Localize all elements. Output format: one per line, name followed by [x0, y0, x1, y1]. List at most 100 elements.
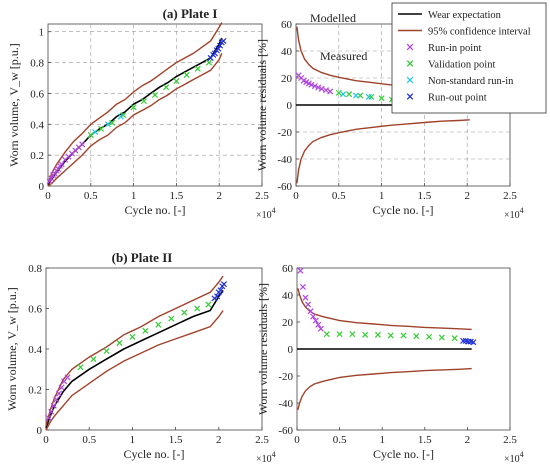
data-point: [317, 325, 324, 332]
x-tick-label: 1: [131, 190, 137, 202]
chart-bottom-right: 0 0.5 1 1.5 2 2.5 -60 -40 -20 0 20 40 60 Cycle no. [-…: [256, 263, 524, 465]
y-axis-label: Worn volume, V_w [p.u.]: [5, 287, 19, 410]
data-point: [465, 338, 472, 345]
y-tick-label: 0.2: [30, 150, 44, 162]
chart-top-right: 0 0.5 1 1.5 2 2.5 -60 -40 -20 0 20 40 60 Cycle no. [-…: [255, 19, 524, 221]
data-point: [365, 93, 372, 100]
data-point: [55, 166, 62, 173]
data-point: [470, 339, 477, 346]
x-axis-label: Cycle no. [-]: [124, 447, 185, 461]
data-point: [336, 331, 343, 338]
x-tick-label: 2.5: [503, 190, 517, 202]
data-point: [305, 301, 312, 308]
data-point: [387, 332, 394, 339]
data-point: [45, 414, 52, 421]
y-tick-label: 0.8: [30, 58, 44, 70]
y-tick-label: 0: [287, 100, 293, 112]
data-point: [315, 321, 322, 328]
data-point: [48, 408, 55, 415]
data-point: [55, 390, 62, 397]
data-point: [346, 91, 353, 98]
data-point: [322, 87, 329, 94]
data-point: [64, 374, 71, 381]
legend-label: Wear expectation: [428, 10, 502, 21]
y-tick-label: 0.4: [28, 344, 42, 356]
x-tick-label: 2: [216, 190, 222, 202]
x-multiplier: ×104: [256, 450, 276, 465]
y-tick-label: 1: [39, 27, 45, 39]
legend-label: Non-standard run-in: [428, 76, 514, 87]
x-axis-label: Cycle no. [-]: [125, 203, 186, 217]
data-point: [90, 356, 97, 363]
x-multiplier: ×104: [256, 206, 276, 221]
data-point: [129, 333, 136, 340]
data-point: [323, 331, 330, 338]
data-point: [194, 305, 201, 312]
series-line-expectation: [45, 289, 224, 429]
data-point: [58, 161, 65, 168]
data-point: [352, 92, 359, 99]
legend-marker-swatch: [406, 93, 414, 100]
data-point: [460, 337, 467, 344]
x-tick-label: 2.5: [503, 434, 517, 446]
data-point: [48, 175, 55, 182]
x-tick-label: 1.5: [418, 190, 432, 202]
x-tick-label: 1: [379, 190, 385, 202]
x-tick-label: 2: [216, 434, 222, 446]
data-point: [51, 170, 58, 177]
data-point: [92, 128, 99, 136]
data-point: [362, 331, 369, 338]
x-tick-label: 1.5: [169, 434, 183, 446]
x-tick-label: 2: [464, 190, 470, 202]
legend-label: Validation point: [428, 60, 495, 71]
x-tick-label: 0.5: [332, 190, 346, 202]
data-point: [312, 317, 319, 324]
x-tick-label: 1: [379, 434, 385, 446]
x-multiplier-exponent: 4: [272, 206, 276, 215]
data-point: [215, 45, 222, 52]
data-point: [315, 84, 322, 91]
series-line-ci_lower: [297, 367, 472, 410]
y-axis-label: Worn volume residuals [%]: [256, 283, 270, 415]
data-point: [311, 83, 318, 90]
data-point: [79, 141, 86, 148]
data-point: [205, 301, 212, 308]
data-point: [211, 50, 218, 57]
y-tick-label: -60: [278, 425, 293, 437]
y-tick-label: 40: [281, 46, 293, 58]
data-point: [310, 313, 317, 320]
data-point: [130, 104, 137, 111]
data-point: [183, 71, 190, 78]
data-point: [53, 396, 60, 403]
data-point: [220, 37, 227, 44]
legend-marker-swatch: [406, 76, 414, 84]
x-tick-label: 2.5: [255, 190, 269, 202]
data-point: [327, 88, 334, 95]
y-tick-label: 40: [282, 290, 294, 302]
legend-label: Run-out point: [428, 93, 487, 104]
x-tick-label: 2.5: [255, 434, 269, 446]
data-point: [335, 89, 342, 96]
legend-label: 95% confidence interval: [428, 27, 531, 38]
y-axis-label: Worn volume, V_w [p.u.]: [7, 43, 21, 166]
y-tick-label: -20: [278, 371, 293, 383]
x-multiplier-exponent: 4: [520, 450, 524, 459]
x-axis-label: Cycle no. [-]: [373, 447, 434, 461]
data-point: [217, 42, 224, 49]
data-point: [181, 309, 188, 316]
x-tick-label: 0: [294, 434, 300, 446]
data-point: [220, 281, 228, 288]
data-point: [151, 91, 159, 98]
x-tick-label: 0.5: [84, 190, 98, 202]
y-tick-label: 60: [281, 19, 293, 31]
x-tick-label: 1: [130, 434, 136, 446]
data-point: [214, 293, 221, 300]
y-tick-label: 0: [39, 181, 45, 193]
y-tick-label: 0: [37, 425, 43, 437]
y-tick-label: 60: [282, 263, 294, 275]
data-point: [109, 119, 116, 126]
plot-frame: [45, 267, 263, 431]
y-axis-label: Worn volume residuals [%]: [255, 39, 269, 171]
